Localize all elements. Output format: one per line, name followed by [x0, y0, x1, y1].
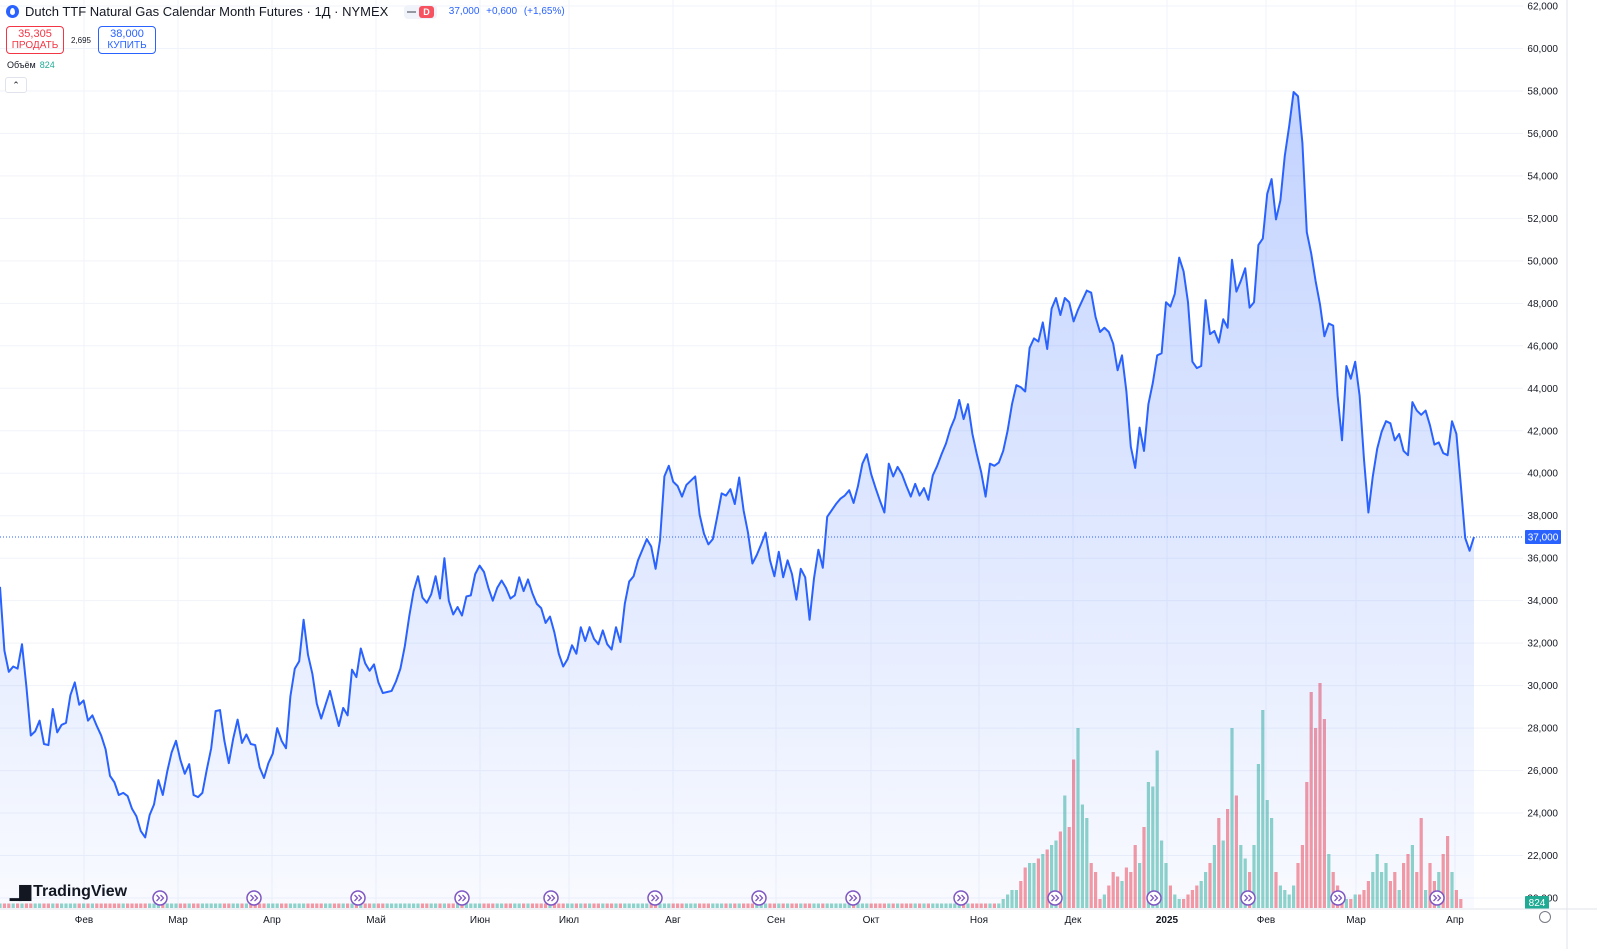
price-area	[0, 92, 1474, 908]
last-price-tag	[1525, 529, 1561, 544]
double-arrow-icon[interactable]	[751, 890, 767, 906]
gas-drop-icon	[6, 5, 19, 18]
x-tick-label: Апр	[1446, 915, 1464, 926]
gear-icon[interactable]	[1539, 911, 1551, 923]
x-tick-label: Сен	[767, 915, 785, 926]
double-arrow-icon[interactable]	[1146, 890, 1162, 906]
volume-tag	[1525, 896, 1549, 909]
double-arrow-icon[interactable]	[350, 890, 366, 906]
y-tick-label: 62,000	[1527, 2, 1558, 13]
y-tick-label: 46,000	[1527, 341, 1558, 352]
sell-label: ПРОДАТЬ	[11, 40, 59, 51]
y-tick-label: 24,000	[1527, 809, 1558, 820]
tradingview-logo[interactable]: ▁▇ TradingView	[10, 883, 127, 901]
buy-price: 38,000	[110, 28, 144, 40]
quote-values: 37,000 +0,600 (+1,65%)	[449, 6, 569, 17]
event-markers[interactable]	[152, 890, 1445, 906]
y-tick-label: 52,000	[1527, 214, 1558, 225]
double-arrow-icon[interactable]	[454, 890, 470, 906]
x-tick-label: Авг	[665, 915, 681, 926]
double-arrow-icon[interactable]	[246, 890, 262, 906]
y-tick-label: 58,000	[1527, 86, 1558, 97]
double-arrow-icon[interactable]	[845, 890, 861, 906]
y-tick-label: 32,000	[1527, 639, 1558, 650]
time-axis[interactable]: Фев Мар Апр Май Июн Июл Авг Сен Окт Ноя Дек 2025 Фев…	[0, 908, 1597, 926]
y-tick-label: 40,000	[1527, 469, 1558, 480]
symbol-title[interactable]: Dutch TTF Natural Gas Calendar Month Fut…	[25, 4, 389, 19]
x-tick-label: Фев	[1257, 915, 1275, 926]
buy-label: КУПИТЬ	[107, 40, 147, 51]
volume-label: Объём	[7, 60, 36, 70]
price-change: +0,600	[486, 6, 518, 17]
y-tick-label: 42,000	[1527, 426, 1558, 437]
y-tick-label: 30,000	[1527, 681, 1558, 692]
sell-price: 35,305	[18, 28, 52, 40]
y-tick-label: 36,000	[1527, 554, 1558, 565]
sell-button[interactable]: 35,305 ПРОДАТЬ	[6, 26, 64, 54]
double-arrow-icon[interactable]	[152, 890, 168, 906]
double-arrow-icon[interactable]	[1429, 890, 1445, 906]
x-tick-label: Апр	[263, 915, 281, 926]
double-arrow-icon[interactable]	[647, 890, 663, 906]
y-tick-label: 26,000	[1527, 766, 1558, 777]
y-tick-label: 22,000	[1527, 851, 1558, 862]
volume-tag-label: 824	[1529, 898, 1546, 909]
x-tick-label: Ноя	[970, 915, 988, 926]
spread-value: 2,695	[70, 35, 92, 45]
x-tick-label: Июн	[470, 915, 490, 926]
y-tick-label: 50,000	[1527, 256, 1558, 267]
collapse-legend-button[interactable]: ⌃	[5, 77, 27, 93]
symbol-legend: Dutch TTF Natural Gas Calendar Month Fut…	[6, 4, 569, 19]
y-tick-label: 44,000	[1527, 384, 1558, 395]
price-change-percent: (+1,65%)	[523, 6, 565, 17]
y-tick-label: 60,000	[1527, 44, 1558, 55]
y-tick-label: 38,000	[1527, 511, 1558, 522]
double-arrow-icon[interactable]	[1047, 890, 1063, 906]
x-tick-label: Май	[366, 915, 386, 926]
logo-text: TradingView	[33, 883, 128, 900]
last-price-tag-label: 37,000	[1528, 532, 1559, 543]
y-tick-label: 34,000	[1527, 596, 1558, 607]
delay-badge: D	[419, 5, 434, 18]
x-tick-label: 2025	[1156, 915, 1179, 926]
x-tick-label: Июл	[559, 915, 579, 926]
tradingview-logo-icon: ▁▇	[10, 884, 31, 901]
double-arrow-icon[interactable]	[1240, 890, 1256, 906]
market-status-badge[interactable]: D	[404, 4, 437, 19]
price-line[interactable]	[0, 91, 1475, 839]
y-tick-label: 56,000	[1527, 129, 1558, 140]
trade-panel: 35,305 ПРОДАТЬ 2,695 38,000 КУПИТЬ	[6, 26, 156, 54]
x-tick-label: Мар	[1346, 915, 1366, 926]
x-tick-label: Мар	[168, 915, 188, 926]
chevron-up-icon: ⌃	[12, 80, 20, 90]
double-arrow-icon[interactable]	[953, 890, 969, 906]
price-axis[interactable]: 20,00022,00024,00026,00028,00030,00032,0…	[1525, 0, 1568, 949]
volume-value: 824	[39, 60, 55, 70]
y-tick-label: 48,000	[1527, 299, 1558, 310]
last-price: 37,000	[448, 6, 480, 17]
minus-icon	[407, 10, 417, 13]
x-tick-label: Фев	[75, 915, 93, 926]
x-tick-label: Дек	[1065, 915, 1082, 926]
y-tick-label: 54,000	[1527, 171, 1558, 182]
volume-legend[interactable]: Объём 824	[7, 60, 55, 70]
y-tick-label: 28,000	[1527, 724, 1558, 735]
double-arrow-icon[interactable]	[543, 890, 559, 906]
buy-button[interactable]: 38,000 КУПИТЬ	[98, 26, 156, 54]
x-tick-label: Окт	[863, 915, 880, 926]
double-arrow-icon[interactable]	[1330, 890, 1346, 906]
